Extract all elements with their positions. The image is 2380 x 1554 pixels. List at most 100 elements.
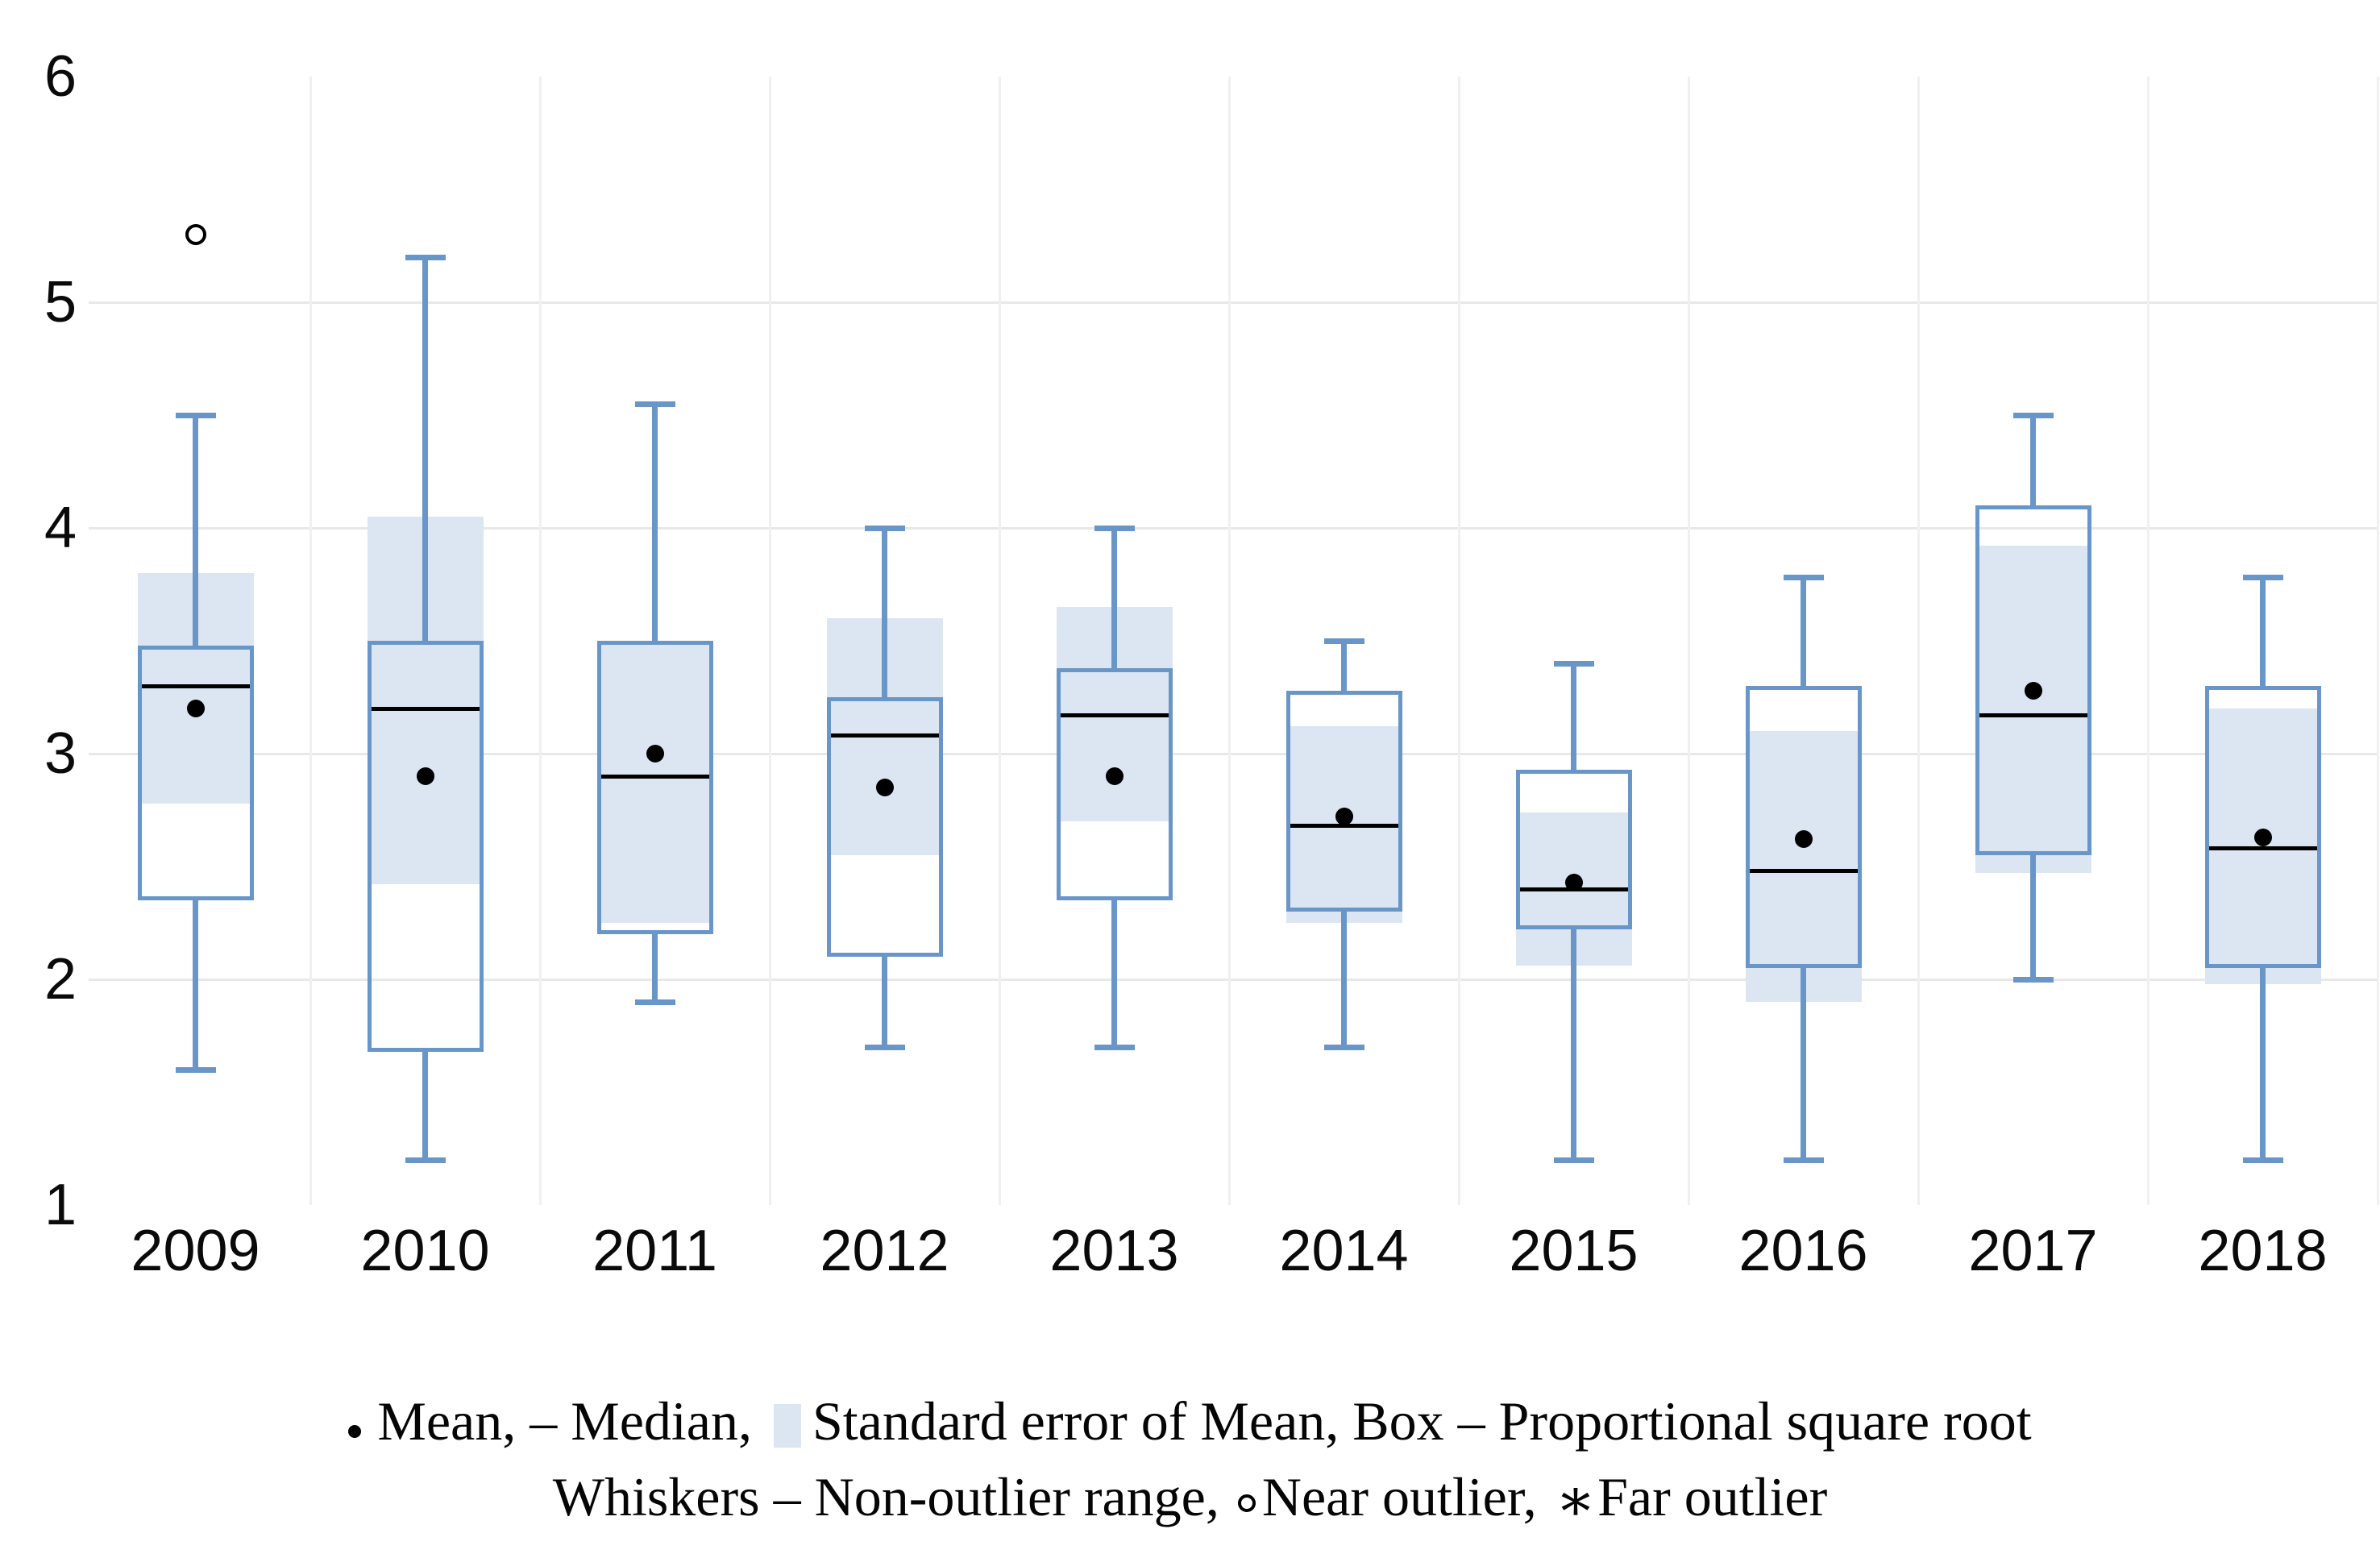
whisker-top-cap	[2012, 412, 2054, 418]
median-line	[2208, 846, 2317, 851]
x-tick-label-2018: 2018	[2198, 1219, 2328, 1283]
gridline-vertical-2	[538, 77, 542, 1205]
whisker-bottom-stem	[1341, 912, 1347, 1047]
mean-dot	[2024, 681, 2042, 700]
whisker-bottom-stem	[2260, 968, 2266, 1160]
box	[1515, 769, 1632, 930]
box	[367, 641, 484, 1052]
whisker-top-cap	[1094, 525, 1135, 531]
box	[1975, 505, 2091, 855]
whisker-top-stem	[1571, 663, 1576, 770]
x-tick-label-2015: 2015	[1509, 1219, 1639, 1283]
se-band	[596, 641, 713, 923]
mean-dot	[1335, 808, 1353, 826]
median-line	[1290, 824, 1398, 829]
whisker-top-stem	[1341, 641, 1347, 691]
whisker-top-stem	[1111, 528, 1117, 668]
whisker-top-cap	[864, 525, 905, 531]
box	[2204, 686, 2321, 968]
y-tick-label-4: 4	[44, 496, 77, 560]
mean-dot	[1564, 873, 1583, 891]
se-band	[2204, 708, 2321, 984]
whisker-top-stem	[2260, 577, 2266, 686]
gridline-vertical-7	[1687, 77, 1690, 1205]
box	[137, 645, 254, 900]
legend-text: Near outlier,	[1261, 1466, 1551, 1527]
legend-text: Mean, – Median,	[377, 1390, 766, 1452]
legend-line-2: Whiskers – Non-outlier range, Near outli…	[0, 1459, 2380, 1539]
median-line	[371, 706, 480, 711]
legend-far-outlier-icon: ∗	[1555, 1468, 1597, 1534]
whisker-bottom-stem	[1801, 968, 1806, 1160]
legend-near-outlier-icon	[1237, 1494, 1256, 1512]
y-tick-label-5: 5	[44, 270, 77, 334]
whisker-bottom-stem	[1111, 900, 1117, 1047]
gridline-horizontal-4	[89, 526, 2378, 530]
y-tick-label-3: 3	[44, 721, 77, 786]
y-tick-label-1: 1	[44, 1173, 77, 1237]
mean-dot	[186, 700, 205, 717]
box	[1745, 686, 1862, 968]
se-band	[1975, 546, 2091, 874]
whisker-bottom-cap	[1323, 1044, 1364, 1050]
whisker-top-cap	[175, 412, 216, 418]
mean-dot	[2253, 828, 2272, 846]
y-tick-label-2: 2	[44, 947, 77, 1012]
mean-dot	[416, 767, 434, 785]
gridline-vertical-1	[309, 77, 312, 1205]
whisker-top-stem	[882, 528, 887, 697]
mean-dot	[1105, 767, 1124, 785]
gridline-vertical-6	[1457, 77, 1460, 1205]
whisker-bottom-cap	[1094, 1044, 1135, 1050]
box	[596, 641, 713, 934]
gridline-vertical-3	[768, 77, 771, 1205]
mean-dot	[1794, 830, 1813, 849]
whisker-top-stem	[193, 415, 198, 646]
whisker-bottom-cap	[175, 1066, 216, 1073]
whisker-top-stem	[652, 404, 658, 641]
legend-text: Standard error of Mean, Box – Proportion…	[812, 1390, 2032, 1452]
whisker-bottom-stem	[1571, 929, 1576, 1160]
whisker-top-cap	[634, 401, 675, 407]
x-tick-label-2011: 2011	[592, 1219, 717, 1283]
x-tick-label-2014: 2014	[1279, 1219, 1409, 1283]
mean-dot	[646, 745, 664, 762]
whisker-top-cap	[2242, 575, 2283, 581]
whisker-bottom-cap	[864, 1044, 905, 1050]
whisker-top-cap	[1783, 575, 1824, 581]
whisker-bottom-stem	[652, 934, 658, 1002]
gridline-horizontal-2	[89, 978, 2378, 981]
median-line	[1979, 713, 2087, 717]
box	[1286, 690, 1402, 912]
mean-dot	[875, 779, 894, 796]
median-line	[141, 684, 250, 688]
whisker-bottom-stem	[193, 900, 198, 1070]
median-line	[1060, 713, 1169, 717]
whisker-top-cap	[1323, 638, 1364, 644]
x-tick-label-2009: 2009	[131, 1219, 260, 1283]
near-outlier-marker	[185, 224, 206, 245]
y-tick-label-6: 6	[44, 44, 77, 109]
gridline-vertical-4	[998, 77, 1001, 1205]
whisker-bottom-cap	[2242, 1157, 2283, 1163]
gridline-vertical-9	[2146, 77, 2149, 1205]
gridline-vertical-10	[2376, 77, 2379, 1205]
whisker-top-cap	[1553, 660, 1594, 667]
whisker-bottom-stem	[882, 957, 887, 1047]
gridline-horizontal-5	[89, 301, 2378, 304]
gridline-vertical-8	[1917, 77, 1920, 1205]
whisker-top-cap	[405, 254, 446, 260]
legend-text: Far outlier	[1597, 1466, 1828, 1527]
box	[1056, 667, 1173, 900]
whisker-top-stem	[1801, 577, 1806, 686]
median-line	[600, 774, 709, 779]
median-line	[830, 733, 939, 738]
whisker-bottom-cap	[1783, 1157, 1824, 1163]
x-tick-label-2017: 2017	[1968, 1219, 2098, 1283]
x-tick-label-2016: 2016	[1738, 1219, 1868, 1283]
legend: Mean, – Median, Standard error of Mean, …	[0, 1383, 2380, 1539]
legend-line-1: Mean, – Median, Standard error of Mean, …	[0, 1383, 2380, 1459]
whisker-bottom-cap	[2012, 976, 2054, 983]
whisker-top-stem	[2030, 415, 2036, 505]
